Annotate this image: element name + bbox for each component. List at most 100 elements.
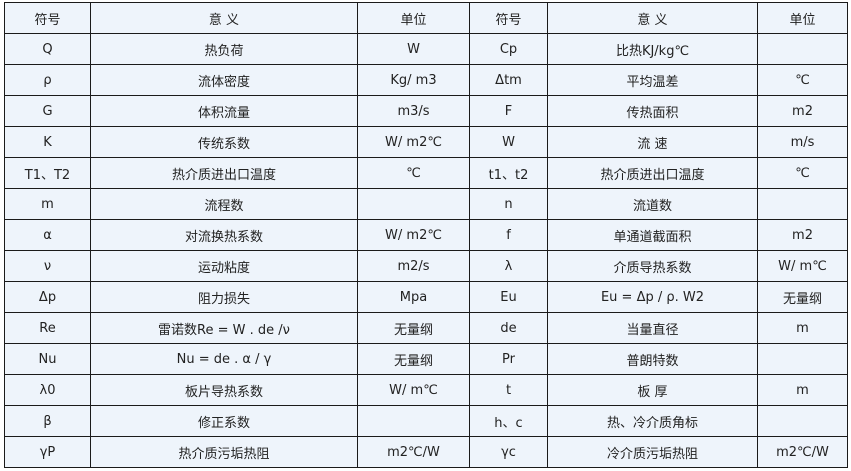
cell-meaning: 运动粘度 <box>90 250 358 282</box>
cell-symbol: α <box>4 219 91 251</box>
cell-unit-2 <box>757 33 848 65</box>
cell-unit-2 <box>757 188 848 220</box>
cell-unit: m2/s <box>357 250 470 282</box>
cell-unit: W <box>357 33 470 65</box>
cell-unit: ℃ <box>357 157 470 189</box>
cell-unit: 无量纲 <box>357 343 470 375</box>
cell-symbol-2: λ <box>469 250 548 282</box>
cell-symbol-2: γc <box>469 436 548 468</box>
cell-meaning-2: 普朗特数 <box>547 343 758 375</box>
cell-symbol: ν <box>4 250 91 282</box>
table-header-row: 符号 意 义 单位 符号 意 义 单位 <box>4 2 848 34</box>
cell-meaning: Nu = de . α / γ <box>90 343 358 375</box>
cell-meaning-2: 流 速 <box>547 126 758 158</box>
cell-unit-2: ℃ <box>757 64 848 96</box>
cell-symbol: β <box>4 405 91 437</box>
cell-symbol: m <box>4 188 91 220</box>
cell-meaning-2: 当量直径 <box>547 312 758 344</box>
cell-meaning-2: 冷介质污垢热阻 <box>547 436 758 468</box>
cell-symbol: Re <box>4 312 91 344</box>
cell-symbol-2: t1、t2 <box>469 157 548 189</box>
cell-meaning-2: 比热KJ/kg℃ <box>547 33 758 65</box>
cell-symbol-2: h、c <box>469 405 548 437</box>
cell-unit: W/ m2℃ <box>357 126 470 158</box>
header-unit-2: 单位 <box>757 2 848 34</box>
cell-meaning: 板片导热系数 <box>90 374 358 406</box>
header-meaning: 意 义 <box>90 2 358 34</box>
table-row: T1、T2 热介质进出口温度 ℃ t1、t2 热介质进出口温度 ℃ <box>4 157 848 189</box>
cell-meaning-2: 流道数 <box>547 188 758 220</box>
cell-unit: m2℃/W <box>357 436 470 468</box>
table-row: Nu Nu = de . α / γ 无量纲 Pr 普朗特数 <box>4 343 848 375</box>
cell-symbol-2: n <box>469 188 548 220</box>
cell-symbol: T1、T2 <box>4 157 91 189</box>
cell-symbol-2: W <box>469 126 548 158</box>
cell-unit <box>357 188 470 220</box>
cell-unit: 无量纲 <box>357 312 470 344</box>
cell-meaning-2: Eu = Δp / ρ. W2 <box>547 281 758 313</box>
cell-meaning-2: 板 厚 <box>547 374 758 406</box>
cell-unit: Mpa <box>357 281 470 313</box>
cell-meaning: 流程数 <box>90 188 358 220</box>
cell-unit-2: W/ m℃ <box>757 250 848 282</box>
cell-unit-2: m2℃/W <box>757 436 848 468</box>
symbol-table: 符号 意 义 单位 符号 意 义 单位 Q 热负荷 W Cp 比热KJ/kg℃ ρ 流体密度… <box>4 2 848 468</box>
cell-meaning: 传统系数 <box>90 126 358 158</box>
cell-meaning: 对流换热系数 <box>90 219 358 251</box>
cell-unit: W/ m2℃ <box>357 219 470 251</box>
cell-meaning: 体积流量 <box>90 95 358 127</box>
table-row: ν 运动粘度 m2/s λ 介质导热系数 W/ m℃ <box>4 250 848 282</box>
cell-unit-2: m/s <box>757 126 848 158</box>
cell-symbol-2: t <box>469 374 548 406</box>
cell-meaning-2: 介质导热系数 <box>547 250 758 282</box>
cell-meaning: 热负荷 <box>90 33 358 65</box>
cell-symbol-2: f <box>469 219 548 251</box>
cell-unit-2 <box>757 343 848 375</box>
cell-symbol-2: Pr <box>469 343 548 375</box>
cell-unit-2: ℃ <box>757 157 848 189</box>
cell-meaning: 热介质进出口温度 <box>90 157 358 189</box>
cell-meaning-2: 热介质进出口温度 <box>547 157 758 189</box>
table-row: G 体积流量 m3/s F 传热面积 m2 <box>4 95 848 127</box>
cell-symbol-2: F <box>469 95 548 127</box>
cell-unit-2 <box>757 405 848 437</box>
cell-unit: m3/s <box>357 95 470 127</box>
header-meaning-2: 意 义 <box>547 2 758 34</box>
cell-symbol-2: Cp <box>469 33 548 65</box>
cell-meaning-2: 传热面积 <box>547 95 758 127</box>
cell-meaning: 阻力损失 <box>90 281 358 313</box>
cell-meaning-2: 热、冷介质角标 <box>547 405 758 437</box>
cell-meaning: 修正系数 <box>90 405 358 437</box>
table-row: m 流程数 n 流道数 <box>4 188 848 220</box>
cell-symbol: γP <box>4 436 91 468</box>
table-row: ρ 流体密度 Kg/ m3 Δtm 平均温差 ℃ <box>4 64 848 96</box>
table-row: γP 热介质污垢热阻 m2℃/W γc 冷介质污垢热阻 m2℃/W <box>4 436 848 468</box>
cell-symbol: Q <box>4 33 91 65</box>
cell-symbol: K <box>4 126 91 158</box>
header-unit: 单位 <box>357 2 470 34</box>
cell-symbol: λ0 <box>4 374 91 406</box>
cell-symbol-2: de <box>469 312 548 344</box>
table-row: Q 热负荷 W Cp 比热KJ/kg℃ <box>4 33 848 65</box>
header-symbol: 符号 <box>4 2 91 34</box>
cell-unit-2: m2 <box>757 219 848 251</box>
cell-symbol: Δp <box>4 281 91 313</box>
cell-unit-2: m <box>757 374 848 406</box>
cell-unit <box>357 405 470 437</box>
cell-symbol: ρ <box>4 64 91 96</box>
cell-unit: Kg/ m3 <box>357 64 470 96</box>
table-row: Re 雷诺数Re = W . de /ν 无量纲 de 当量直径 m <box>4 312 848 344</box>
cell-unit-2: m2 <box>757 95 848 127</box>
cell-unit-2: m <box>757 312 848 344</box>
table-row: β 修正系数 h、c 热、冷介质角标 <box>4 405 848 437</box>
header-symbol-2: 符号 <box>469 2 548 34</box>
cell-meaning: 热介质污垢热阻 <box>90 436 358 468</box>
cell-unit-2: 无量纲 <box>757 281 848 313</box>
cell-symbol: Nu <box>4 343 91 375</box>
table-row: K 传统系数 W/ m2℃ W 流 速 m/s <box>4 126 848 158</box>
cell-meaning: 雷诺数Re = W . de /ν <box>90 312 358 344</box>
table-row: Δp 阻力损失 Mpa Eu Eu = Δp / ρ. W2 无量纲 <box>4 281 848 313</box>
cell-meaning-2: 平均温差 <box>547 64 758 96</box>
cell-meaning-2: 单通道截面积 <box>547 219 758 251</box>
